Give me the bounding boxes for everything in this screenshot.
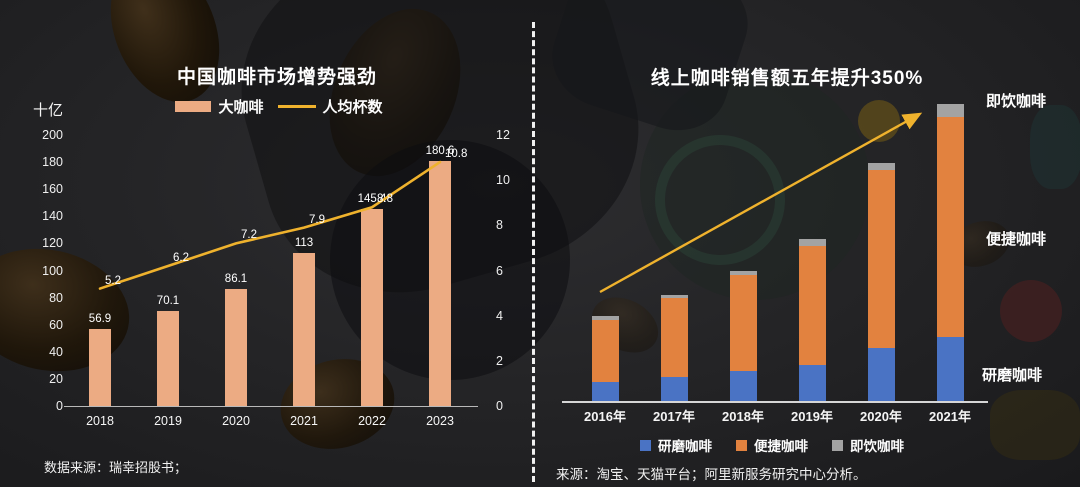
bar-value-label: 86.1 xyxy=(224,273,248,286)
stacked-bar-2021年-segment-2 xyxy=(936,103,964,118)
line-point-label: 5.2 xyxy=(105,274,121,287)
legend-item-line-series: 人均杯数 xyxy=(277,96,383,117)
stacked-bar-2017年-segment-0 xyxy=(660,376,688,401)
x-axis-label: 2018 xyxy=(86,414,114,428)
bar-2021 xyxy=(293,252,315,406)
right-x-axis-line xyxy=(562,401,988,403)
legend-label: 研磨咖啡 xyxy=(658,439,712,454)
left-axis-unit-label: 十亿 xyxy=(33,102,64,119)
left-axis-tick: 120 xyxy=(42,236,63,251)
legend-label: 即饮咖啡 xyxy=(850,439,904,454)
stacked-bar-2020年-segment-1 xyxy=(867,170,895,349)
left-chart-legend: 大咖啡 人均杯数 xyxy=(12,96,546,117)
left-x-axis-line xyxy=(64,406,478,407)
right-chart-panel: 线上咖啡销售额五年提升350% 2016年 2017年 2018年 2019年 2020… xyxy=(534,0,1080,487)
stacked-bar-2018年-segment-0 xyxy=(729,370,757,401)
left-axis-tick: 160 xyxy=(42,182,63,197)
stacked-bar-2016年-segment-0 xyxy=(591,381,619,401)
bar-value-label: 56.9 xyxy=(88,312,112,325)
left-axis-tick: 140 xyxy=(42,209,63,224)
line-point-label: 8.8 xyxy=(377,193,393,206)
left-axis-tick: 180 xyxy=(42,155,63,170)
secondary-axis-tick: 12 xyxy=(496,128,510,142)
left-axis-tick: 80 xyxy=(49,290,63,305)
legend-item-bar-series: 大咖啡 xyxy=(175,96,264,117)
left-axis-tick: 0 xyxy=(56,399,63,413)
x-axis-label: 2020年 xyxy=(860,409,902,424)
x-axis-label: 2019 xyxy=(154,414,182,428)
stacked-bar-2018年-segment-2 xyxy=(729,270,757,275)
secondary-axis-tick: 6 xyxy=(496,263,503,278)
bar-2023 xyxy=(429,161,451,406)
stacked-bar-2020年-segment-0 xyxy=(867,348,895,401)
right-chart-source: 来源：淘宝、天猫平台；阿里新服务研究中心分析。 xyxy=(556,467,867,482)
side-label-convenient-coffee: 便捷咖啡 xyxy=(986,231,1047,248)
stacked-bar-2021年-segment-0 xyxy=(936,337,964,401)
x-axis-label: 2018年 xyxy=(722,409,764,424)
bar-value-label: 113 xyxy=(294,236,314,249)
line-point-label: 7.9 xyxy=(309,213,325,226)
left-axis-tick: 60 xyxy=(49,317,63,332)
x-axis-label: 2021年 xyxy=(929,409,971,424)
stacked-bar-2019年-segment-2 xyxy=(798,238,826,246)
legend-label: 大咖啡 xyxy=(218,99,264,116)
side-label-rtd-coffee: 即饮咖啡 xyxy=(986,93,1047,110)
square-swatch-icon xyxy=(640,439,651,451)
side-label-grind-coffee: 研磨咖啡 xyxy=(982,367,1043,384)
bar-swatch-icon xyxy=(175,101,212,112)
square-swatch-icon xyxy=(832,439,843,451)
left-chart-source: 数据来源：瑞幸招股书； xyxy=(44,460,188,475)
bar-value-label: 70.1 xyxy=(156,295,180,307)
stacked-bar-2019年-segment-0 xyxy=(798,364,826,401)
line-point-label: 10.8 xyxy=(445,148,468,161)
left-chart-panel: 中国咖啡市场增势强劲 大咖啡 人均杯数 十亿 0 20 40 60 80 100 120 14… xyxy=(0,0,534,487)
stacked-bar-2021年-segment-1 xyxy=(936,117,964,338)
legend-label: 便捷咖啡 xyxy=(754,439,808,454)
bar-2022 xyxy=(361,208,383,406)
stacked-bar-2017年-segment-1 xyxy=(660,297,688,377)
secondary-axis-tick: 8 xyxy=(496,218,503,233)
stacked-bar-2017年-segment-2 xyxy=(660,295,688,298)
x-axis-label: 2023 xyxy=(426,414,454,428)
x-axis-label: 2019年 xyxy=(791,409,833,424)
bar-2018 xyxy=(89,328,111,406)
line-point-label: 7.2 xyxy=(241,229,257,242)
x-axis-label: 2022 xyxy=(358,414,386,428)
secondary-axis-tick: 10 xyxy=(496,173,510,188)
left-axis-tick: 20 xyxy=(49,371,63,386)
left-axis-tick: 40 xyxy=(49,344,63,359)
left-chart-title: 中国咖啡市场增势强劲 xyxy=(176,66,377,88)
left-axis-tick: 100 xyxy=(42,263,63,278)
right-chart-title: 线上咖啡销售额五年提升350% xyxy=(650,67,924,89)
stacked-bar-2020年-segment-2 xyxy=(867,163,895,170)
legend-item-rtd: 即饮咖啡 xyxy=(832,435,904,455)
secondary-axis-tick: 2 xyxy=(496,353,503,368)
bar-2019 xyxy=(157,311,179,406)
stacked-bar-2016年-segment-1 xyxy=(591,319,619,382)
stacked-bar-2016年-segment-2 xyxy=(591,316,619,320)
secondary-axis-tick: 4 xyxy=(496,308,503,323)
right-chart-legend: 研磨咖啡 便捷咖啡 即饮咖啡 xyxy=(534,435,1010,455)
x-axis-label: 2020 xyxy=(222,414,250,428)
line-point-label: 6.2 xyxy=(173,251,189,264)
left-axis-tick: 200 xyxy=(42,128,63,142)
x-axis-label: 2016年 xyxy=(584,409,626,424)
line-swatch-icon xyxy=(277,105,316,108)
stacked-bar-2018年-segment-1 xyxy=(729,275,757,371)
legend-item-grind: 研磨咖啡 xyxy=(640,435,712,455)
x-axis-label: 2021 xyxy=(290,414,318,428)
x-axis-label: 2017年 xyxy=(653,409,695,424)
secondary-axis-tick: 0 xyxy=(496,399,503,413)
square-swatch-icon xyxy=(736,439,747,451)
legend-label: 人均杯数 xyxy=(322,99,383,116)
stacked-bar-2019年-segment-1 xyxy=(798,245,826,365)
legend-item-convenient: 便捷咖啡 xyxy=(736,435,808,455)
bar-2020 xyxy=(225,289,247,406)
